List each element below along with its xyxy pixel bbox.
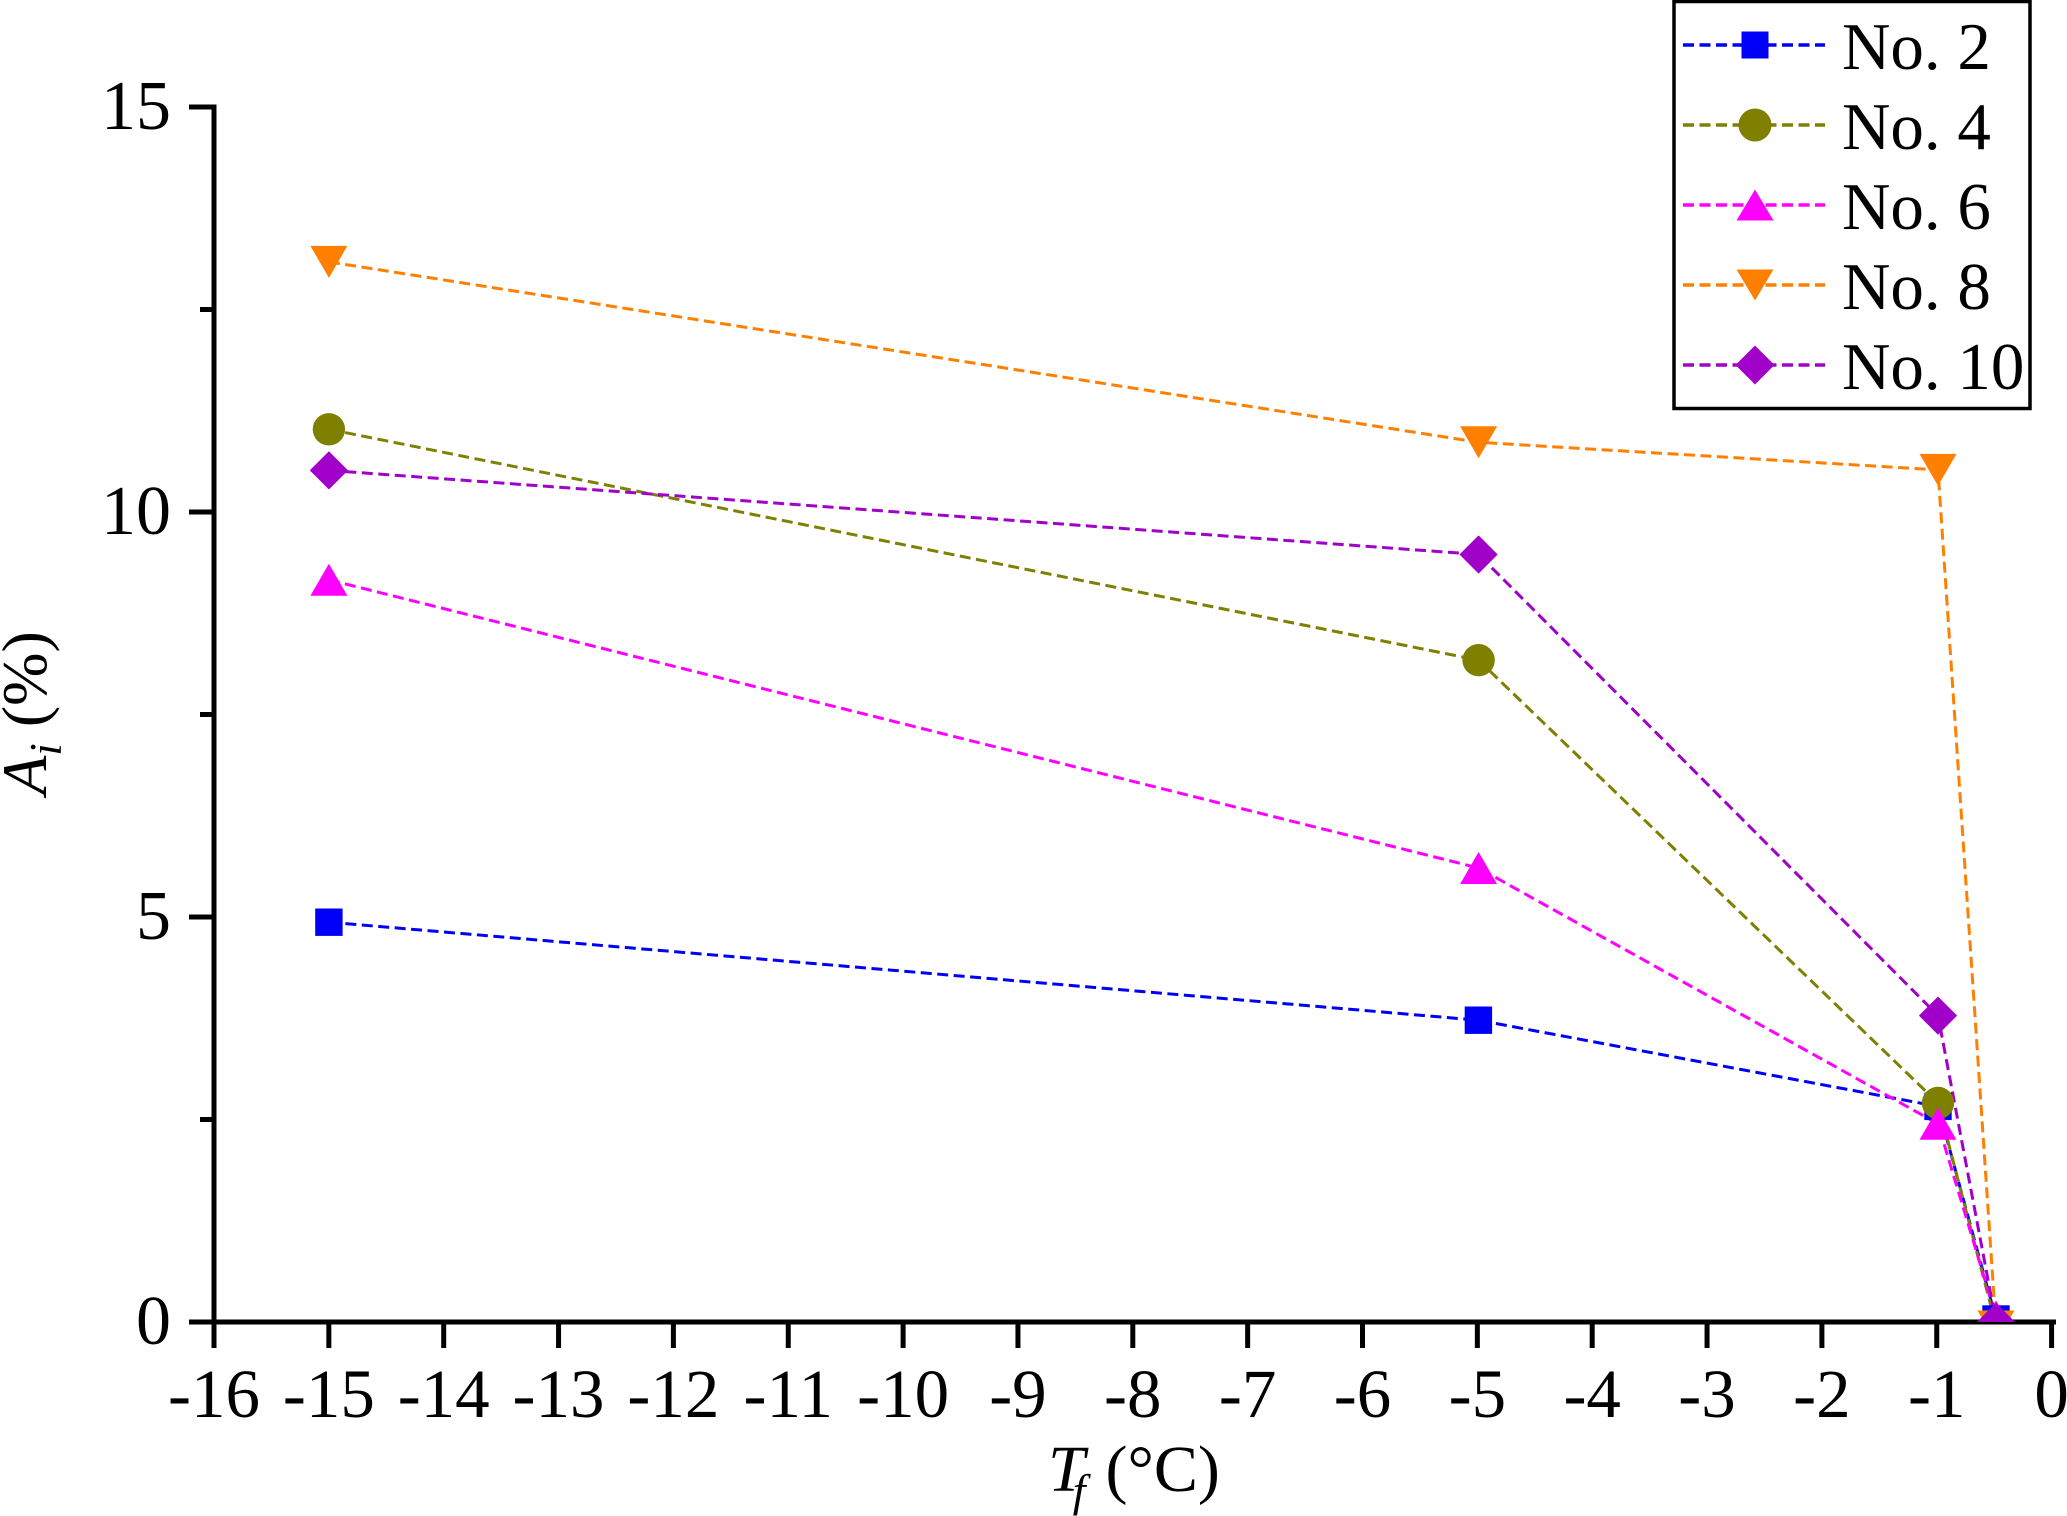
svg-text:-5: -5 [1449,1356,1506,1432]
svg-text:15: 15 [101,68,171,145]
svg-text:-13: -13 [513,1356,605,1432]
svg-text:Tf(°C): Tf (°C) [1048,1433,1220,1516]
svg-text:No. 4: No. 4 [1842,90,1991,164]
svg-text:-9: -9 [989,1356,1046,1432]
svg-text:5: 5 [136,878,171,955]
svg-text:No. 6: No. 6 [1842,170,1991,244]
svg-text:No. 2: No. 2 [1842,10,1991,84]
svg-text:-3: -3 [1678,1356,1735,1432]
svg-text:-12: -12 [627,1356,719,1432]
svg-text:-15: -15 [283,1356,375,1432]
svg-text:0: 0 [136,1283,171,1360]
svg-text:-4: -4 [1563,1356,1620,1432]
svg-text:-16: -16 [168,1356,260,1432]
svg-text:-6: -6 [1334,1356,1391,1432]
svg-text:No. 8: No. 8 [1842,250,1991,324]
svg-text:Ai (%): Ai (%) [0,631,71,799]
svg-text:-8: -8 [1104,1356,1161,1432]
svg-text:-7: -7 [1219,1356,1276,1432]
svg-text:No. 10: No. 10 [1842,330,2024,404]
svg-text:-2: -2 [1793,1356,1850,1432]
svg-text:-10: -10 [857,1356,949,1432]
svg-text:0: 0 [2034,1356,2067,1432]
svg-text:-11: -11 [744,1356,833,1432]
svg-text:10: 10 [101,473,171,550]
svg-text:-1: -1 [1908,1356,1965,1432]
svg-text:-14: -14 [398,1356,490,1432]
